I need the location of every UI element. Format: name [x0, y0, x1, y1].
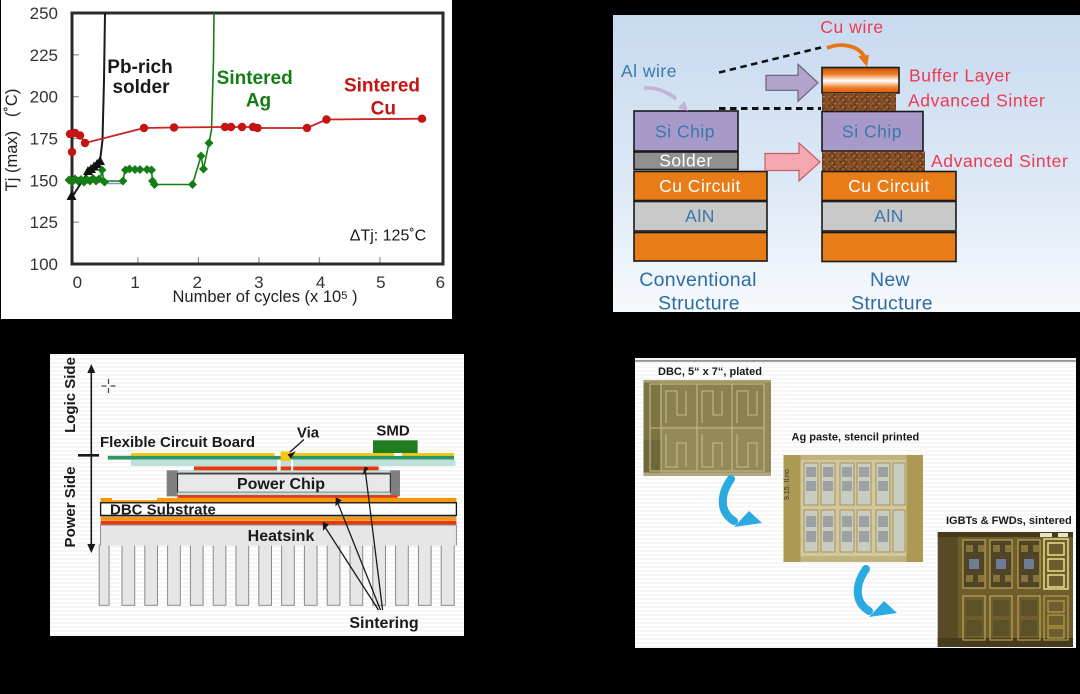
- svg-text:Ag: Ag: [246, 91, 271, 112]
- svg-text:Flexible Circuit Board: Flexible Circuit Board: [100, 434, 255, 451]
- svg-text:AlN: AlN: [685, 206, 715, 226]
- svg-text:Cu: Cu: [371, 99, 396, 120]
- svg-text:SMD: SMD: [376, 423, 410, 440]
- svg-text:solder: solder: [112, 77, 170, 98]
- svg-text:250: 250: [30, 4, 58, 23]
- svg-text:Cu Circuit: Cu Circuit: [659, 176, 741, 196]
- svg-text:Advanced Sinter: Advanced Sinter: [908, 91, 1045, 111]
- svg-text:ΔTj: 125˚C: ΔTj: 125˚C: [350, 228, 426, 245]
- svg-text:100: 100: [30, 255, 58, 274]
- svg-text:Tj (max) (˚C): Tj (max) (˚C): [3, 89, 21, 192]
- svg-text:2: 2: [192, 273, 201, 292]
- svg-text:Conventional: Conventional: [639, 269, 756, 291]
- svg-text:3: 3: [254, 273, 263, 292]
- svg-text:125: 125: [30, 213, 58, 232]
- svg-text:Power Chip: Power Chip: [237, 476, 325, 493]
- svg-text:Sintered: Sintered: [217, 68, 293, 89]
- svg-text:9.15. Il.no: 9.15. Il.no: [784, 469, 791, 500]
- svg-text:Buffer Layer: Buffer Layer: [909, 66, 1011, 86]
- svg-text:IGBTs & FWDs, sintered: IGBTs & FWDs, sintered: [946, 515, 1072, 527]
- svg-text:Si Chip: Si Chip: [842, 122, 902, 142]
- svg-text:Sintered: Sintered: [344, 76, 420, 97]
- svg-text:Power Side: Power Side: [62, 467, 79, 548]
- svg-text:200: 200: [30, 88, 58, 107]
- svg-text:225: 225: [30, 46, 58, 65]
- svg-text:Al wire: Al wire: [621, 61, 677, 81]
- svg-text:New: New: [870, 269, 911, 291]
- svg-text:175: 175: [30, 130, 58, 149]
- svg-text:Structure: Structure: [851, 293, 933, 313]
- svg-text:6: 6: [436, 273, 445, 292]
- svg-text:Structure: Structure: [658, 293, 740, 313]
- svg-text:AlN: AlN: [874, 206, 904, 226]
- svg-text:Cu wire: Cu wire: [820, 17, 884, 37]
- svg-text:Logic Side: Logic Side: [62, 357, 79, 433]
- svg-text:Advanced Sinter: Advanced Sinter: [931, 151, 1068, 171]
- svg-text:Heatsink: Heatsink: [248, 528, 315, 545]
- svg-text:Solder: Solder: [659, 151, 713, 171]
- svg-text:Via: Via: [297, 425, 320, 442]
- svg-text:0: 0: [73, 273, 82, 292]
- svg-text:Number of cycles (x 105 ): Number of cycles (x 105 ): [173, 288, 358, 306]
- svg-text:Sintering: Sintering: [349, 615, 418, 632]
- svg-text:150: 150: [30, 171, 58, 190]
- svg-text:5: 5: [376, 273, 385, 292]
- svg-text:Pb-rich: Pb-rich: [107, 57, 172, 78]
- svg-text:DBC, 5“ x 7“, plated: DBC, 5“ x 7“, plated: [658, 366, 762, 378]
- svg-text:Ag paste, stencil printed: Ag paste, stencil printed: [792, 432, 920, 444]
- svg-text:DBC Substrate: DBC Substrate: [110, 502, 216, 519]
- svg-text:1: 1: [130, 273, 139, 292]
- svg-text:Si Chip: Si Chip: [655, 122, 715, 142]
- svg-text:4: 4: [316, 273, 325, 292]
- svg-text:Cu Circuit: Cu Circuit: [848, 176, 930, 196]
